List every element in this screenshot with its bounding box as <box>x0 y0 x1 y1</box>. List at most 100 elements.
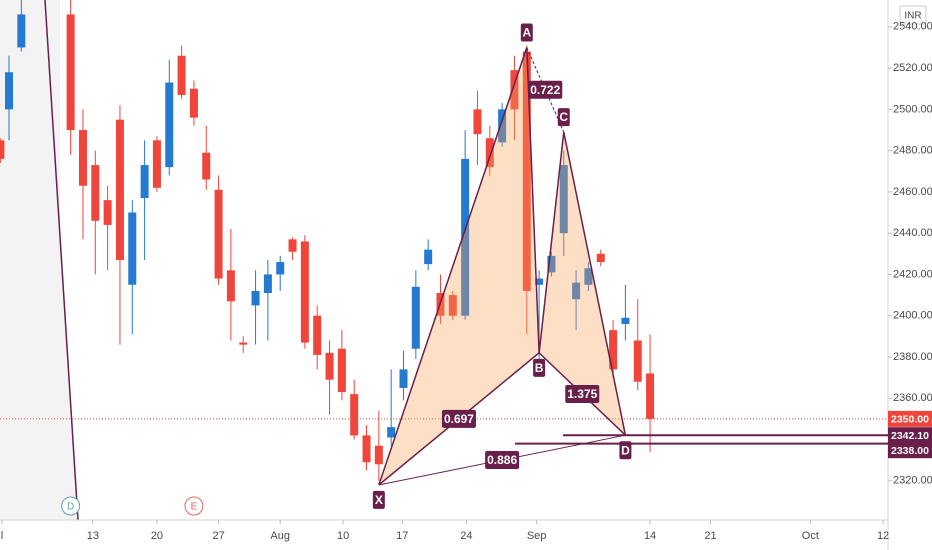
x-tick-label: 13 <box>87 530 99 542</box>
candle-body <box>140 165 149 199</box>
candle-body <box>177 55 186 95</box>
event-marker <box>184 496 204 516</box>
x-tick-label: 17 <box>396 530 408 542</box>
candle-body <box>448 295 457 316</box>
x-tick-label: Aug <box>270 530 290 542</box>
ratio-label: 0.886 <box>487 453 517 467</box>
currency: INR <box>904 11 921 22</box>
candle-body <box>325 352 334 380</box>
y-tick-label: 2360.00 <box>893 392 932 404</box>
candle-body <box>559 165 568 234</box>
candle-body <box>350 394 359 436</box>
point-box <box>372 490 385 509</box>
candle-body <box>128 212 137 285</box>
pattern-leg <box>563 131 627 436</box>
pattern-leg <box>526 47 540 353</box>
candle-body <box>226 270 235 302</box>
candle-body <box>362 435 371 463</box>
price-label: 2350.00 <box>891 414 929 426</box>
candle-body <box>473 109 482 135</box>
candle-body <box>91 165 100 221</box>
ratio-box <box>565 385 600 404</box>
pattern-fill <box>378 47 540 485</box>
candle-body <box>498 109 507 143</box>
y-tick-label: 2480.00 <box>893 145 932 157</box>
candle-body <box>485 138 494 168</box>
y-tick-label: 2500.00 <box>893 103 932 115</box>
candle-body <box>313 315 322 355</box>
candle-body <box>189 88 198 118</box>
candle-body <box>78 130 87 186</box>
pattern-leg <box>378 47 528 486</box>
candle-body <box>399 369 408 388</box>
candle-body <box>165 82 174 168</box>
x-tick-label: 24 <box>460 530 472 542</box>
candle-body <box>103 200 112 225</box>
event-label: E <box>191 502 198 513</box>
x-tick-label: l <box>1 530 3 542</box>
price-label: 2342.10 <box>891 430 929 442</box>
candle-body <box>510 70 519 110</box>
y-tick-label: 2540.00 <box>893 21 932 33</box>
price-label-box <box>888 410 932 427</box>
point-box <box>533 358 546 377</box>
candle-body <box>152 140 161 188</box>
currency-box <box>899 5 927 25</box>
point-label: A <box>522 26 531 40</box>
candle-body <box>633 340 642 382</box>
candle-body <box>4 72 13 110</box>
event-label: D <box>67 502 74 513</box>
ratio-box <box>485 451 520 470</box>
x-tick-label: 21 <box>704 530 716 542</box>
candle-body <box>596 253 605 263</box>
candle-body <box>609 330 618 370</box>
candle-body <box>621 317 630 324</box>
candle-body <box>251 290 260 306</box>
y-tick-label: 2460.00 <box>893 186 932 198</box>
candle-body <box>646 373 655 419</box>
candle-body <box>522 51 531 291</box>
x-tick-label: 12 <box>877 530 889 542</box>
x-tick-label: 27 <box>212 530 224 542</box>
plot-area: 0.697 0.722 1.375 0.886 X A B C D <box>0 0 888 509</box>
x-tick-label: Sep <box>527 530 547 542</box>
candle-body <box>461 158 470 316</box>
point-box <box>557 108 570 127</box>
x-tick-label: 10 <box>337 530 349 542</box>
x-tick-label: 14 <box>644 530 656 542</box>
price-label: 2338.00 <box>891 445 929 457</box>
point-label: D <box>621 443 630 457</box>
candle-body <box>263 274 272 294</box>
previous-pattern-leg <box>44 0 79 521</box>
x-tick-label: 20 <box>151 530 163 542</box>
point-label: C <box>559 110 568 124</box>
y-tick-label: 2440.00 <box>893 227 932 239</box>
pattern-fill <box>539 132 626 436</box>
candle-body <box>547 255 556 273</box>
price-label-box <box>888 442 932 459</box>
candle-body <box>276 262 285 275</box>
price-label-box <box>888 427 932 444</box>
candle-body <box>300 241 309 343</box>
candle-body <box>0 140 5 159</box>
y-tick-label: 2520.00 <box>893 62 932 74</box>
candle-body <box>66 14 75 131</box>
candle-body <box>239 342 248 345</box>
candle-body <box>115 119 124 260</box>
candle-body <box>202 152 211 180</box>
candle-body <box>17 14 26 48</box>
ratio-box <box>441 409 476 428</box>
x-tick-label: Oct <box>802 530 819 542</box>
candle-body <box>337 348 346 393</box>
pattern-leg <box>538 131 565 353</box>
candle-body <box>584 268 593 285</box>
event-marker <box>61 496 81 516</box>
point-label: B <box>535 361 544 375</box>
y-tick-label: 2420.00 <box>893 268 932 280</box>
y-tick-label: 2380.00 <box>893 351 932 363</box>
candle-body <box>424 249 433 265</box>
ratio-label: 1.375 <box>567 387 597 401</box>
candle-body <box>214 189 223 279</box>
y-tick-label: 2320.00 <box>893 475 932 487</box>
